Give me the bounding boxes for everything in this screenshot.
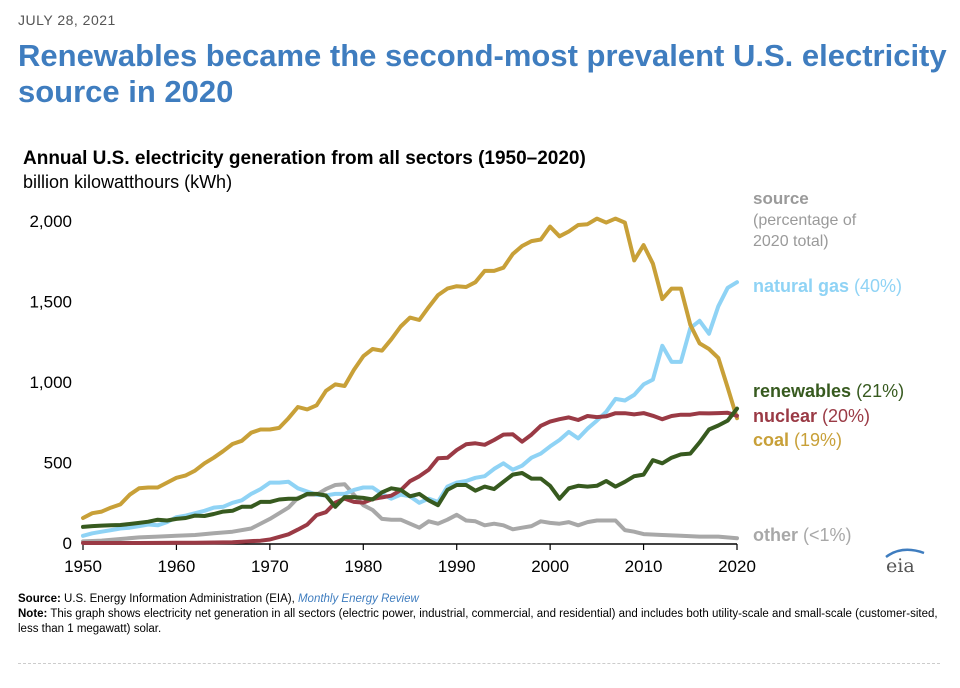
legend-label-natural-gas: natural gas (40%) [753, 276, 902, 296]
source-link[interactable]: Monthly Energy Review [297, 593, 419, 605]
y-tick-label: 0 [63, 534, 72, 553]
legend-name: coal [753, 430, 794, 450]
y-tick-label: 1,500 [29, 293, 72, 312]
legend-percent: (19%) [794, 430, 842, 450]
y-tick-label: 1,000 [29, 373, 72, 392]
legend-name: renewables [753, 381, 856, 401]
x-tick-label: 1950 [64, 557, 102, 576]
legend-label-other: other (<1%) [753, 525, 852, 545]
note-line: Note: This graph shows electricity net g… [18, 607, 948, 637]
legend-percent: (40%) [854, 276, 902, 296]
legend-label-nuclear: nuclear (20%) [753, 406, 870, 426]
legend-label-renewables: renewables (21%) [753, 381, 904, 401]
series-line-renewables [81, 406, 739, 529]
legend-name: natural gas [753, 276, 854, 296]
article-date: JULY 28, 2021 [18, 12, 116, 28]
chart-title: Annual U.S. electricity generation from … [23, 148, 586, 169]
legend-header-subtitle: (percentage of [753, 212, 857, 229]
y-tick-label: 500 [44, 454, 72, 473]
x-tick-label: 1960 [158, 557, 196, 576]
logo-swoosh [885, 548, 925, 559]
chart-subtitle: billion kilowatthours (kWh) [23, 172, 233, 192]
legend-label-coal: coal (19%) [753, 430, 842, 450]
legend-header-subtitle: 2020 total) [753, 233, 829, 250]
eia-logo: eia [880, 545, 930, 577]
footer: Source: U.S. Energy Information Administ… [18, 592, 948, 637]
note-text: This graph shows electricity net generat… [18, 608, 938, 635]
legend-header: source [753, 189, 809, 208]
series-line-other [81, 482, 739, 544]
x-tick-label: 1970 [251, 557, 289, 576]
source-label: Source: [18, 593, 61, 605]
source-text: U.S. Energy Information Administration (… [64, 593, 295, 605]
legend-percent: (21%) [856, 381, 904, 401]
legend-name: other [753, 525, 803, 545]
x-tick-label: 2000 [531, 557, 569, 576]
footer-divider [18, 663, 940, 664]
x-tick-label: 2020 [718, 557, 756, 576]
headline: Renewables became the second-most preval… [18, 38, 947, 109]
y-tick-label: 2,000 [29, 212, 72, 231]
x-tick-label: 1980 [344, 557, 382, 576]
source-line: Source: U.S. Energy Information Administ… [18, 592, 948, 607]
x-tick-label: 2010 [625, 557, 663, 576]
x-tick-label: 1990 [438, 557, 476, 576]
logo-text: eia [886, 555, 915, 575]
series-line-nuclear [81, 410, 739, 545]
legend-name: nuclear [753, 406, 822, 426]
legend-percent: (<1%) [803, 525, 852, 545]
note-label: Note: [18, 608, 48, 620]
legend-percent: (20%) [822, 406, 870, 426]
series-line-coal [81, 216, 739, 520]
